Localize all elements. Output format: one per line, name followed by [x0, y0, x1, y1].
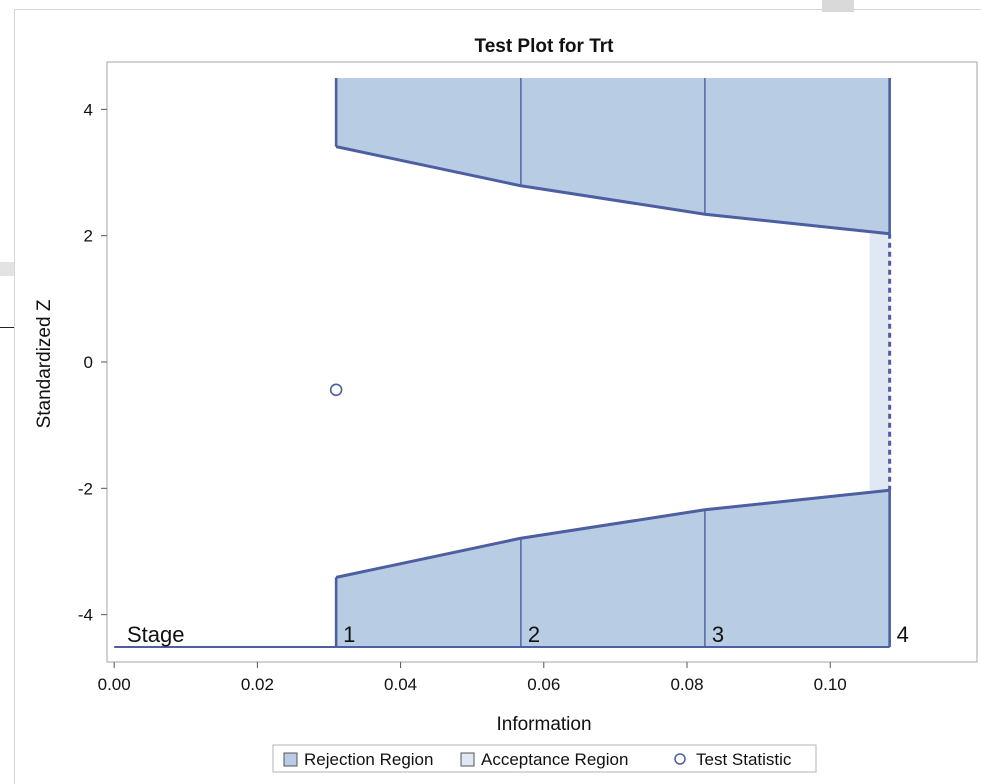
- chart-title: Test Plot for Trt: [475, 36, 615, 57]
- stage-number-label: 4: [897, 622, 909, 647]
- x-axis-label: Information: [496, 714, 591, 735]
- x-tick-label: 0.08: [670, 675, 703, 694]
- window-frame-left: [14, 9, 15, 784]
- legend-label-rejection: Rejection Region: [304, 750, 433, 769]
- background-tab: [822, 0, 854, 12]
- window-frame-top: [14, 9, 981, 10]
- lower-boundary-line: [335, 488, 890, 579]
- y-tick-label: -4: [78, 606, 93, 625]
- legend-frame: [272, 744, 817, 773]
- lower-rejection-region: [336, 490, 890, 647]
- stage-label: Stage: [127, 622, 185, 647]
- acceptance-region: [869, 233, 890, 491]
- stage-number-label: 1: [343, 622, 355, 647]
- test-statistic-marker: [329, 383, 343, 397]
- x-tick-label: 0.02: [241, 675, 274, 694]
- y-tick-label: 2: [84, 227, 93, 246]
- x-tick-label: 0.06: [527, 675, 560, 694]
- plot-area: Stage 1 2 3 4 0.00 0.02 0.04 0.06 0.08 0.10 -4 -2 0 2 4: [78, 61, 978, 694]
- legend-marker-test-statistic: [674, 753, 686, 765]
- y-tick-label: 4: [84, 100, 93, 119]
- legend: Rejection Region Acceptance Region Test …: [272, 744, 817, 773]
- stage-number-label: 2: [528, 622, 540, 647]
- legend-label-test-statistic: Test Statistic: [696, 750, 792, 769]
- legend-swatch-rejection: [283, 752, 298, 767]
- y-axis-label: Standardized Z: [34, 299, 55, 428]
- upper-boundary-line: [335, 145, 890, 236]
- x-tick-label: 0.00: [98, 675, 131, 694]
- y-tick-label: -2: [78, 479, 93, 498]
- background-tab-left: [0, 262, 14, 276]
- x-tick-label: 0.04: [384, 675, 417, 694]
- stage-number-label: 3: [712, 622, 724, 647]
- legend-swatch-acceptance: [460, 752, 475, 767]
- y-tick-label: 0: [84, 353, 93, 372]
- legend-label-acceptance: Acceptance Region: [481, 750, 628, 769]
- upper-rejection-region: [336, 78, 890, 234]
- background-marker: [0, 327, 14, 328]
- x-tick-label: 0.10: [814, 675, 847, 694]
